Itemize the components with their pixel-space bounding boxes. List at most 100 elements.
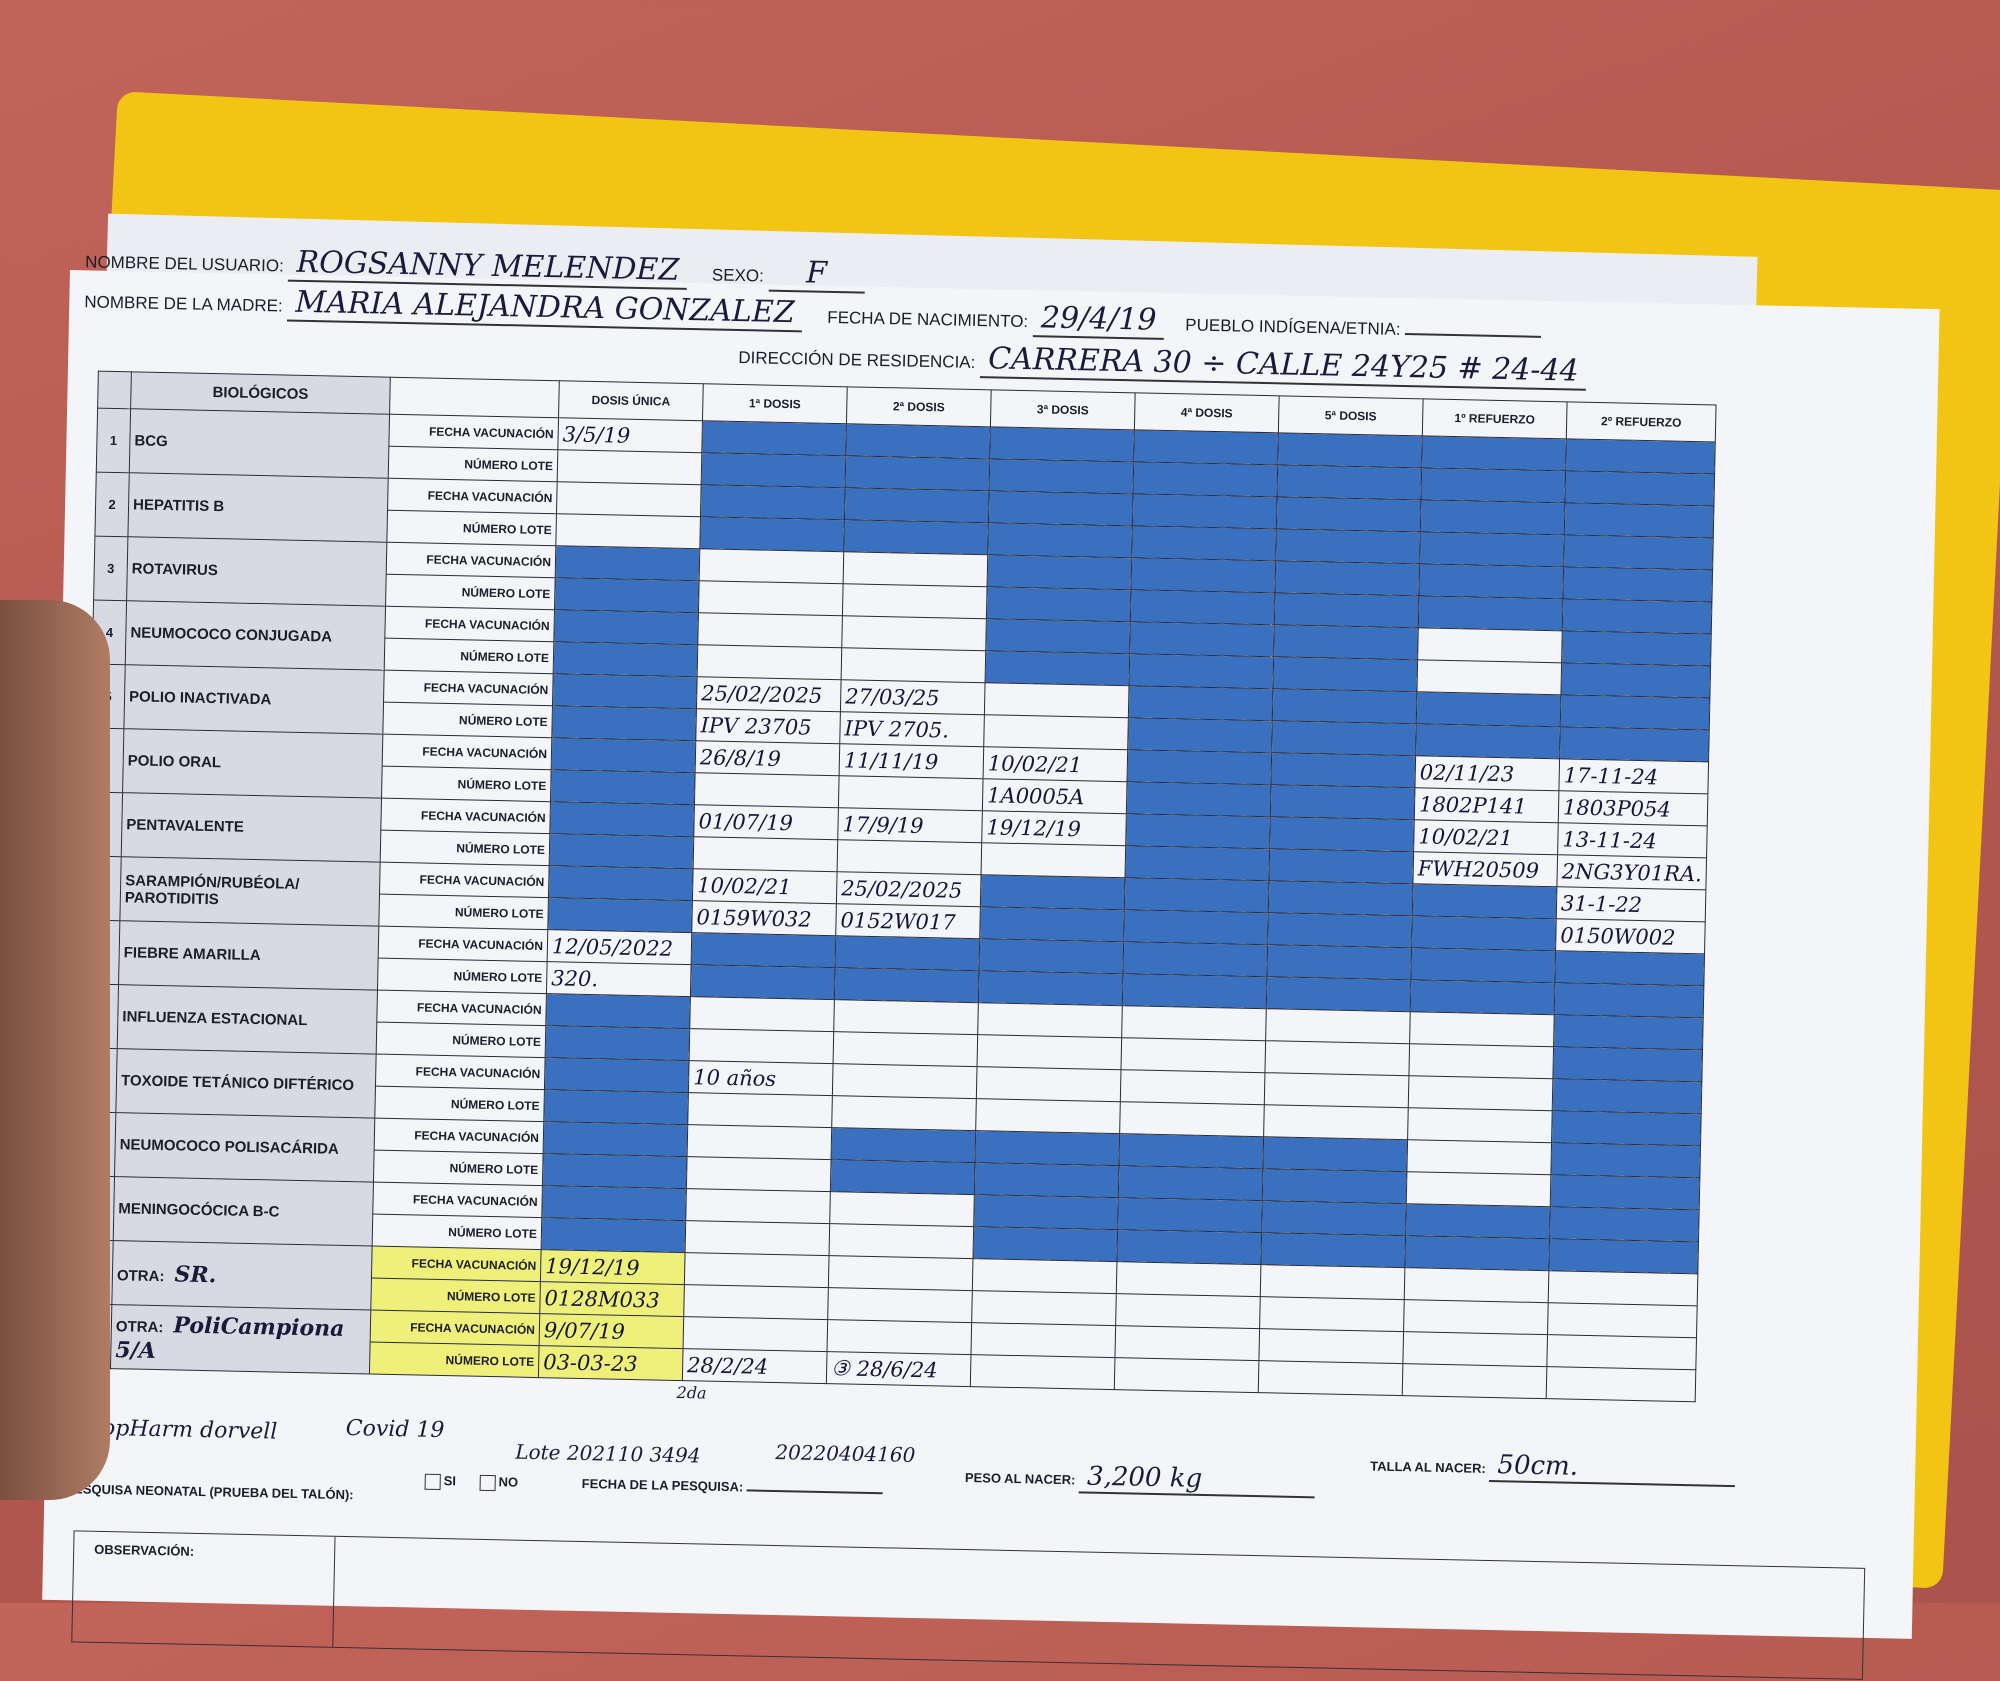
fecha-cell[interactable] [1260,1264,1405,1300]
lote-cell[interactable] [975,1098,1121,1134]
fecha-cell[interactable] [1404,1267,1549,1303]
fecha-cell[interactable] [1409,1011,1555,1047]
lote-cell[interactable] [683,1284,829,1320]
fecha-cell[interactable]: 31-1-22 [1556,886,1706,922]
fecha-cell[interactable] [976,1066,1121,1102]
fecha-cell[interactable] [1406,1139,1552,1175]
lote-cell[interactable]: IPV 2705. [839,711,985,747]
lote-cell[interactable] [977,1034,1122,1070]
fecha-cell[interactable]: 25/02/2025 [696,676,842,712]
fecha-cell[interactable] [1116,1261,1261,1297]
lote-cell[interactable] [838,775,984,811]
lote-cell[interactable] [1546,1366,1696,1402]
lote-cell[interactable] [971,1290,1117,1326]
lote-cell[interactable] [698,580,844,616]
fecha-cell[interactable]: 10/02/21 [692,868,838,904]
lote-cell[interactable] [1258,1360,1403,1396]
fecha-cell[interactable] [977,1002,1123,1038]
lote-cell[interactable]: 1A0005A [982,778,1128,814]
fecha-cell[interactable] [841,615,987,651]
lote-cell[interactable] [1416,659,1562,695]
lote-cell[interactable] [694,772,840,808]
lote-cell[interactable] [1402,1363,1547,1399]
lote-cell[interactable] [1547,1302,1698,1338]
fecha-cell[interactable]: 25/02/2025 [836,871,982,907]
lote-cell[interactable] [1120,1037,1266,1073]
fecha-cell[interactable] [1417,627,1563,663]
lote-cell[interactable] [827,1287,973,1323]
fecha-cell[interactable] [683,1316,828,1352]
fecha-cell[interactable] [1258,1328,1404,1364]
fecha-cell[interactable] [1114,1325,1260,1361]
fecha-cell[interactable] [1264,1072,1409,1108]
lote-cell[interactable] [1406,1171,1551,1207]
lote-cell[interactable] [1264,1040,1410,1076]
lote-cell[interactable] [829,1223,974,1259]
fecha-cell[interactable]: 13-11-24 [1557,822,1708,858]
lote-cell[interactable] [1408,1043,1554,1079]
fecha-cell[interactable] [1265,1008,1411,1044]
fecha-cell[interactable] [1548,1270,1698,1306]
fecha-cell[interactable]: 26/8/19 [695,740,840,776]
lote-cell[interactable]: 1802P141 [1414,787,1559,823]
lote-cell[interactable]: 0150W002 [1555,918,1706,954]
fecha-cell[interactable] [833,999,979,1035]
lote-cell[interactable] [1119,1101,1265,1137]
fecha-cell[interactable]: 17-11-24 [1558,758,1709,794]
fecha-cell[interactable]: 12/05/2022 [547,929,692,965]
fecha-cell[interactable] [984,682,1130,718]
fecha-cell[interactable] [1121,1005,1267,1041]
fecha-cell[interactable] [687,1124,832,1160]
fecha-cell[interactable]: 10/02/21 [1413,819,1559,855]
fecha-cell[interactable] [829,1191,975,1227]
fecha-cell[interactable] [556,481,702,517]
lote-cell[interactable] [697,644,842,680]
lote-cell[interactable]: 2NG3Y01RA. [1556,854,1707,890]
fecha-cell[interactable]: 9/07/19 [539,1313,684,1349]
fecha-cell[interactable] [1408,1075,1553,1111]
lote-cell[interactable] [833,1031,978,1067]
lote-cell[interactable] [1407,1107,1553,1143]
fecha-cell[interactable] [843,551,988,587]
si-checkbox[interactable] [424,1473,441,1490]
fecha-cell[interactable] [1546,1334,1697,1370]
fecha-cell[interactable]: 3/5/19 [557,417,703,453]
lote-cell[interactable] [1259,1296,1405,1332]
lote-cell[interactable]: IPV 23705 [695,708,841,744]
lote-cell[interactable]: 0128M033 [539,1281,685,1317]
fecha-cell[interactable]: 19/12/19 [540,1249,686,1285]
lote-cell[interactable] [555,513,701,549]
lote-cell[interactable]: FWH20509 [1412,851,1558,887]
fecha-cell[interactable] [697,612,843,648]
fecha-cell[interactable]: 02/11/23 [1414,755,1560,791]
lote-cell[interactable] [557,449,702,485]
fecha-cell[interactable]: 17/9/19 [837,807,983,843]
fecha-cell[interactable]: 10 años [688,1060,834,1096]
lote-cell[interactable] [831,1095,977,1131]
fecha-cell[interactable] [1120,1069,1265,1105]
lote-cell[interactable] [693,836,838,872]
no-checkbox[interactable] [479,1474,496,1491]
lote-cell[interactable] [1114,1357,1259,1393]
fecha-cell[interactable] [684,1252,830,1288]
lote-cell[interactable]: ③ 28/6/24 [826,1351,971,1387]
lote-cell[interactable]: 0152W017 [835,903,981,939]
lote-cell[interactable] [983,714,1129,750]
lote-cell[interactable] [685,1220,830,1256]
lote-cell[interactable]: 0159W032 [691,900,837,936]
lote-cell[interactable] [1403,1299,1549,1335]
lote-cell[interactable]: 1803P054 [1558,790,1708,826]
fecha-cell[interactable] [689,996,835,1032]
fecha-cell[interactable]: 01/07/19 [693,804,839,840]
fecha-cell[interactable]: 19/12/19 [981,810,1127,846]
fecha-cell[interactable] [699,548,844,584]
lote-cell[interactable] [689,1028,834,1064]
fecha-cell[interactable] [970,1322,1116,1358]
lote-cell[interactable] [837,839,982,875]
lote-cell[interactable] [981,842,1126,878]
fecha-cell[interactable] [827,1319,972,1355]
fecha-cell[interactable] [1402,1331,1548,1367]
fecha-cell[interactable]: 10/02/21 [983,746,1128,782]
lote-cell[interactable] [1115,1293,1261,1329]
lote-cell[interactable] [841,647,986,683]
